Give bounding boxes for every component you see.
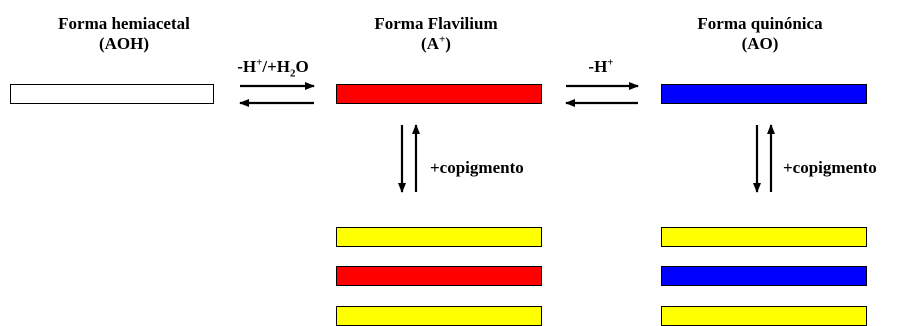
quinonica-complex-middle	[661, 266, 867, 286]
quinonica-title: Forma quinónica (AO)	[660, 14, 860, 54]
hemiacetal-bar	[10, 84, 214, 104]
quinonica-bar	[661, 84, 867, 104]
reaction-label-2: -H+	[588, 56, 614, 76]
flavilium-title: Forma Flavilium (A+)	[336, 14, 536, 54]
quinonica-name: Forma quinónica	[697, 14, 823, 33]
quinonica-abbr: (AO)	[741, 34, 779, 53]
flavilium-complex-middle	[336, 266, 542, 286]
reaction-label-1: -H+/+H2O	[237, 56, 309, 80]
flavilium-name: Forma Flavilium	[374, 14, 498, 33]
copigment-label-left: +copigmento	[430, 158, 524, 177]
flavilium-bar	[336, 84, 542, 104]
flavilium-abbr: (A+)	[421, 33, 451, 53]
hemiacetal-abbr: (AOH)	[98, 34, 150, 53]
copigment-label-right: +copigmento	[783, 158, 877, 177]
hemiacetal-name: Forma hemiacetal	[58, 14, 190, 33]
quinonica-copigment-top	[661, 227, 867, 247]
flavilium-copigment-top	[336, 227, 542, 247]
hemiacetal-title: Forma hemiacetal (AOH)	[18, 14, 230, 54]
